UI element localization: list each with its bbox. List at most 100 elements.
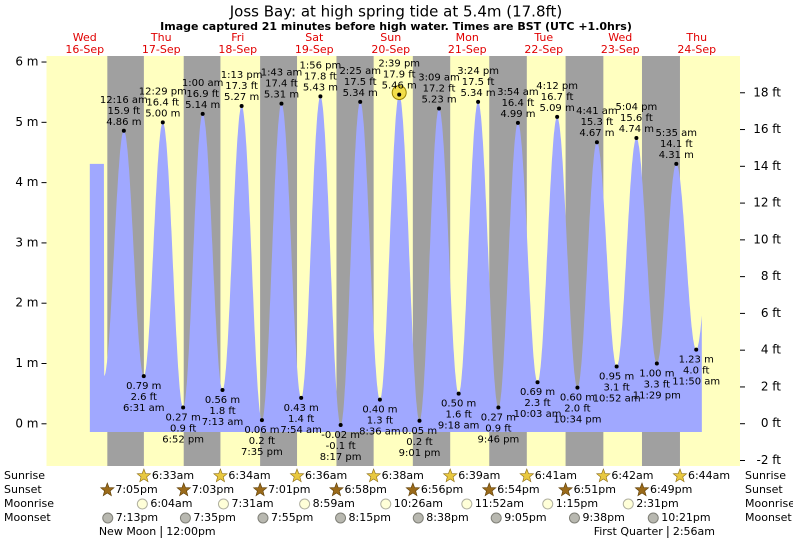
tide-label: 15.9 ft [107,106,140,117]
tide-label: 10:03 am [514,409,562,420]
tide-point [377,397,382,402]
moonset-time: 8:15pm [349,511,391,524]
sunset-time: 7:03pm [192,483,234,496]
sunset-time: 6:54pm [497,483,539,496]
moonset-time: 7:13pm [116,511,158,524]
moonrise-icon [136,498,148,510]
tide-point [220,388,225,393]
moonset-icon [257,512,269,524]
day-name: Thu [150,31,172,44]
day-name: Sat [305,31,324,44]
moonrise-icon [461,498,473,510]
moonrise-time: 1:15pm [556,497,598,510]
tide-label: 3.3 ft [644,380,670,391]
moon-phase-name: First Quarter [594,525,664,538]
moonrise-icon [299,498,311,510]
sunrise-time: 6:38am [382,469,424,482]
tide-point [496,405,501,410]
tide-point [594,140,599,145]
tide-label: 5.00 m [145,108,180,119]
moon-phase-name: New Moon [99,525,156,538]
tide-point [259,418,264,423]
tide-label: 0.9 ft [485,424,511,435]
day-name: Mon [456,31,479,44]
sunrise-time: 6:36am [305,469,347,482]
tide-label: 5.34 m [460,88,495,99]
sunset-icon [405,482,421,497]
tide-label: 1:56 pm [300,60,342,71]
y-tick-label: 3 m [15,235,38,249]
y2-tick-label: 10 ft [753,232,781,246]
tide-label: 0.40 m [362,405,397,416]
tide-label: 1.00 m [639,369,674,380]
y-tick-label: 2 m [15,296,38,310]
moonrise-time: 8:59am [313,497,355,510]
moonset-icon [335,512,347,524]
tide-label: 17.4 ft [265,79,298,90]
day-name: Thu [685,31,707,44]
tide-label: 17.2 ft [423,83,456,94]
tide-label: 7:13 am [202,417,244,428]
sunrise-icon [136,468,152,483]
tide-label: 7:54 am [280,425,322,436]
tide-label: 8:36 am [359,427,401,438]
moonset-time: 10:21pm [661,511,710,524]
tide-point [358,99,363,104]
tide-point [555,114,560,119]
tide-label: 0.50 m [441,399,476,410]
tide-point [141,374,146,379]
y-tick-label: 4 m [15,175,38,189]
tide-label: 14.1 ft [660,139,693,150]
sunrise-time: 6:44am [688,469,730,482]
tide-point [160,120,165,125]
tide-label: 11:50 am [672,377,720,388]
tide-label: 16.4 ft [146,97,179,108]
moonrise-icon [542,498,554,510]
tide-label: 5.43 m [303,82,338,93]
moonset-icon [102,512,114,524]
tide-label: 0.9 ft [170,424,196,435]
tide-label: 5:04 pm [616,102,658,113]
tide-label: 0.06 m [244,425,279,436]
sunset-icon [558,482,574,497]
tide-label: 2:39 pm [378,59,420,70]
tide-label: 0.27 m [481,413,516,424]
moonrise-icon [380,498,392,510]
tide-label: 17.8 ft [304,71,337,82]
sunset-icon [252,482,268,497]
tide-label: 2:25 am [339,66,381,77]
row-label: Sunrise [745,469,786,482]
row-label: Moonrise [745,497,793,510]
day-date: 18-Sep [218,43,257,56]
tide-point [279,101,284,106]
tide-label: 0.56 m [205,395,240,406]
moonset-time: 8:38pm [426,511,468,524]
day-date: 23-Sep [601,43,640,56]
tide-point [614,364,619,369]
tide-point [181,405,186,410]
day-date: 24-Sep [677,43,716,56]
tide-label: 16.4 ft [502,98,535,109]
moonset-time: 7:55pm [271,511,313,524]
sunrise-icon [212,468,228,483]
tide-point [456,391,461,396]
sunrise-icon [442,468,458,483]
tide-label: 4.74 m [619,124,654,135]
tide-label: 0.27 m [166,413,201,424]
tide-label: 6:31 am [123,403,165,414]
tide-label: 2.3 ft [524,398,550,409]
tide-label: 4.67 m [579,128,614,139]
y2-tick-label: 16 ft [753,122,781,136]
tide-label: 16.9 ft [186,89,219,100]
day-date: 19-Sep [295,43,334,56]
sunset-icon [99,482,115,497]
row-label: Sunset [4,483,42,496]
tide-label: 17.5 ft [344,77,377,88]
tide-label: -0.02 m [321,430,360,441]
day-date: 22-Sep [524,43,563,56]
sunrise-icon [672,468,688,483]
tide-label: 0.2 ft [406,437,432,448]
sunset-icon [176,482,192,497]
tide-label: 4.31 m [659,150,694,161]
